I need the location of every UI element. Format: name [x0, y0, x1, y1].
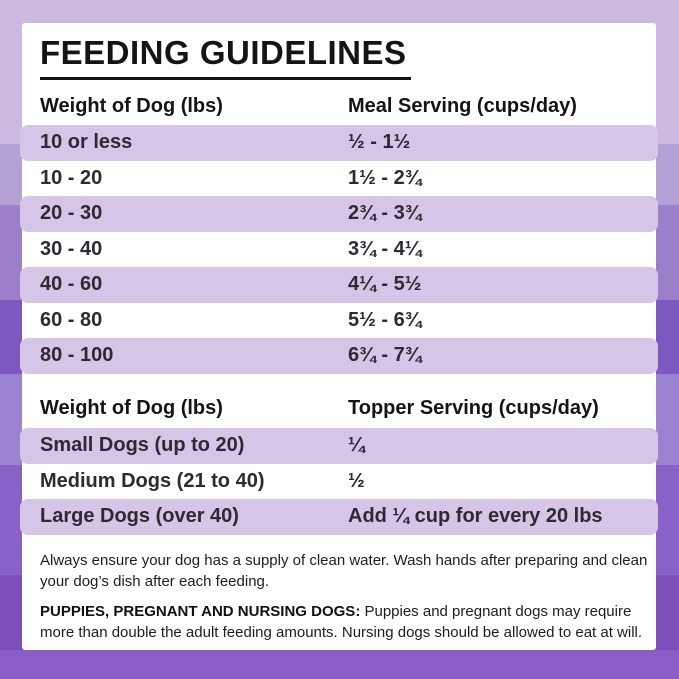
- feeding-guidelines-card: FEEDING GUIDELINES Weight of Dog (lbs) M…: [20, 23, 658, 650]
- puppies-footnote: PUPPIES, PREGNANT AND NURSING DOGS: Pupp…: [40, 601, 660, 643]
- topper-table-header: Weight of Dog (lbs) Topper Serving (cups…: [22, 397, 656, 419]
- table-row: 40 - 60 4¼ - 5½: [20, 267, 658, 303]
- table-row: 20 - 30 2¾ - 3¾: [20, 196, 658, 232]
- weight-cell: Large Dogs (over 40): [40, 505, 239, 527]
- table-row: Small Dogs (up to 20) ¼: [20, 428, 658, 464]
- page-title: FEEDING GUIDELINES: [40, 35, 411, 80]
- serving-cell: 5½ - 6¾: [348, 308, 422, 331]
- serving-cell: 1½ - 2¾: [348, 166, 422, 189]
- serving-cell: ½ - 1½: [348, 131, 411, 153]
- weight-cell: Medium Dogs (21 to 40): [40, 469, 265, 492]
- meal-header-serving: Meal Serving (cups/day): [348, 95, 577, 117]
- table-row: 10 - 20 1½ - 2¾: [20, 161, 658, 197]
- weight-cell: 30 - 40: [40, 237, 103, 260]
- serving-cell: 4¼ - 5½: [348, 273, 422, 295]
- topper-header-serving: Topper Serving (cups/day): [348, 397, 599, 419]
- meal-table-header: Weight of Dog (lbs) Meal Serving (cups/d…: [22, 95, 656, 117]
- table-row: 60 - 80 5½ - 6¾: [20, 303, 658, 339]
- weight-cell: Small Dogs (up to 20): [40, 434, 245, 456]
- topper-header-weight: Weight of Dog (lbs): [40, 397, 223, 419]
- puppies-footnote-text: Puppies and pregnant dogs may require mo…: [40, 603, 643, 641]
- table-row: 80 - 100 6¾ - 7¾: [20, 338, 658, 374]
- table-row: 30 - 40 3¾ - 4¼: [20, 232, 658, 268]
- weight-cell: 60 - 80: [40, 308, 103, 331]
- weight-cell: 40 - 60: [40, 273, 103, 295]
- table-row: 10 or less ½ - 1½: [20, 125, 658, 161]
- table-row: Medium Dogs (21 to 40) ½: [20, 464, 658, 500]
- puppies-footnote-label: PUPPIES, PREGNANT AND NURSING DOGS:: [40, 603, 361, 620]
- weight-cell: 20 - 30: [40, 202, 103, 224]
- water-footnote: Always ensure your dog has a supply of c…: [40, 552, 648, 590]
- topper-table: Small Dogs (up to 20) ¼ Medium Dogs (21 …: [20, 428, 658, 535]
- serving-cell: 6¾ - 7¾: [348, 344, 422, 366]
- weight-cell: 10 - 20: [40, 166, 103, 189]
- serving-cell: Add ¼ cup for every 20 lbs: [348, 505, 603, 527]
- serving-cell: ½: [348, 469, 365, 492]
- table-row: Large Dogs (over 40) Add ¼ cup for every…: [20, 499, 658, 535]
- serving-cell: 3¾ - 4¼: [348, 237, 422, 260]
- serving-cell: 2¾ - 3¾: [348, 202, 422, 224]
- weight-cell: 10 or less: [40, 131, 133, 153]
- weight-cell: 80 - 100: [40, 344, 114, 366]
- serving-cell: ¼: [348, 434, 365, 456]
- meal-table: 10 or less ½ - 1½ 10 - 20 1½ - 2¾ 20 - 3…: [20, 125, 658, 374]
- meal-header-weight: Weight of Dog (lbs): [40, 95, 223, 117]
